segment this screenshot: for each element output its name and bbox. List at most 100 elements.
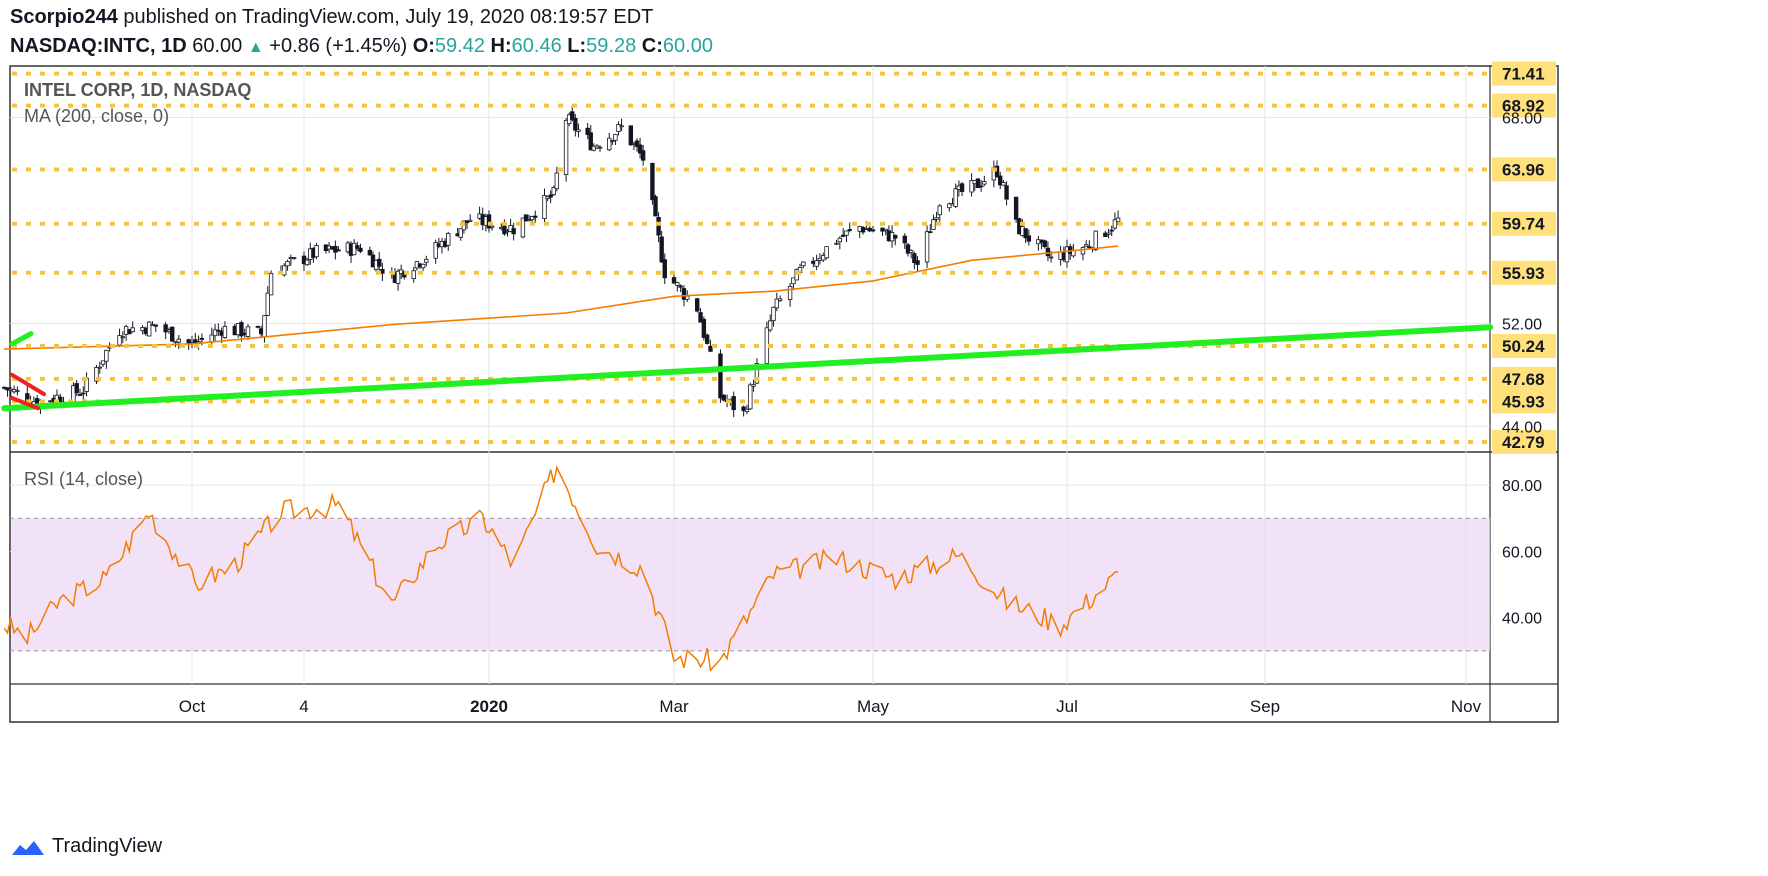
candle-body: [285, 260, 290, 267]
candle-body: [120, 336, 126, 339]
candle-body: [656, 216, 661, 236]
candle: [656, 212, 661, 243]
candle-body: [953, 188, 958, 207]
candle: [791, 277, 796, 291]
candle: [291, 256, 297, 260]
candle-body: [81, 392, 86, 395]
candle: [870, 225, 876, 233]
candle-body: [675, 282, 680, 286]
candle: [1080, 246, 1086, 261]
candle-body: [420, 263, 426, 269]
time-tick-label: May: [857, 697, 890, 716]
level-label: 63.96: [1502, 160, 1545, 179]
candle-body: [351, 242, 357, 256]
candle-body: [486, 214, 492, 229]
candle-body: [262, 315, 267, 338]
candle: [610, 139, 615, 145]
candle: [1109, 225, 1114, 237]
candle-body: [837, 237, 843, 243]
candle-body: [424, 258, 429, 263]
candle: [588, 125, 593, 151]
candle-body: [395, 270, 401, 284]
candle: [640, 145, 646, 166]
candle: [771, 306, 776, 327]
candle-body: [542, 195, 547, 220]
candle: [1017, 217, 1022, 235]
candle-body: [1093, 230, 1098, 251]
candle: [542, 188, 547, 224]
drawing-red-wedge-lower[interactable]: [10, 395, 40, 411]
candle-body: [824, 246, 829, 259]
trendline-support[interactable]: [1, 324, 1493, 412]
candle-body: [489, 225, 495, 228]
candle-body: [1001, 182, 1006, 186]
candle: [351, 239, 357, 256]
level-label-box: [1492, 260, 1556, 285]
candle: [607, 132, 612, 152]
candle-body: [924, 231, 930, 263]
candle-body: [659, 236, 664, 263]
candle-body: [704, 334, 710, 344]
drawing-green-segment[interactable]: [9, 331, 34, 347]
candle: [377, 251, 382, 273]
candle: [814, 254, 819, 271]
open-label: O:: [412, 35, 435, 57]
price-tick-label: 52.00: [1502, 316, 1542, 333]
candle: [777, 295, 783, 302]
candle-body: [931, 219, 936, 230]
candle-body: [840, 234, 846, 237]
candle-body: [216, 329, 221, 332]
candle-body: [998, 175, 1003, 186]
candle: [613, 133, 618, 145]
candle-body: [937, 205, 942, 216]
candle: [1103, 230, 1108, 238]
candle-body: [695, 298, 700, 312]
candle-body: [380, 269, 385, 274]
candle-body: [529, 216, 535, 221]
candle: [265, 286, 270, 317]
candle: [824, 246, 829, 260]
candle-body: [212, 329, 218, 337]
candle: [678, 284, 683, 293]
candle-body: [607, 137, 612, 151]
candle-body: [548, 194, 553, 198]
publish-info: Scorpio244 published on TradingView.com,…: [10, 6, 653, 29]
candle-body: [628, 125, 634, 146]
candle-body: [610, 139, 615, 142]
level-label: 42.79: [1502, 433, 1545, 452]
candle-body: [239, 322, 244, 337]
level-label-box: [1492, 61, 1556, 86]
candle-body: [787, 286, 793, 300]
candle-body: [282, 265, 287, 276]
low-label: L:: [567, 35, 587, 57]
candle-body: [801, 261, 806, 267]
candle: [1106, 228, 1111, 239]
candle-body: [545, 196, 550, 199]
candle: [585, 122, 590, 140]
candle: [117, 328, 122, 348]
candle: [486, 210, 492, 233]
candle-body: [1017, 218, 1022, 235]
time-tick-label: Oct: [179, 697, 206, 716]
candle: [212, 324, 218, 342]
candle-body: [708, 345, 713, 352]
candle: [998, 171, 1003, 190]
candle: [774, 292, 780, 312]
candle: [653, 194, 658, 217]
level-label: 47.68: [1502, 370, 1545, 389]
candle: [1026, 229, 1032, 246]
candle-body: [268, 272, 274, 296]
candle: [411, 266, 416, 283]
candle-body: [520, 217, 526, 238]
author-name[interactable]: Scorpio244: [10, 6, 118, 28]
candle: [947, 202, 952, 212]
candle-body: [585, 127, 590, 135]
candle: [597, 145, 603, 152]
footer-logo[interactable]: TradingView: [10, 835, 162, 858]
candle-body: [653, 196, 658, 217]
drawing-red-wedge-upper[interactable]: [10, 372, 46, 397]
candle: [634, 138, 640, 152]
candle-body: [458, 228, 463, 238]
candle: [628, 125, 634, 146]
